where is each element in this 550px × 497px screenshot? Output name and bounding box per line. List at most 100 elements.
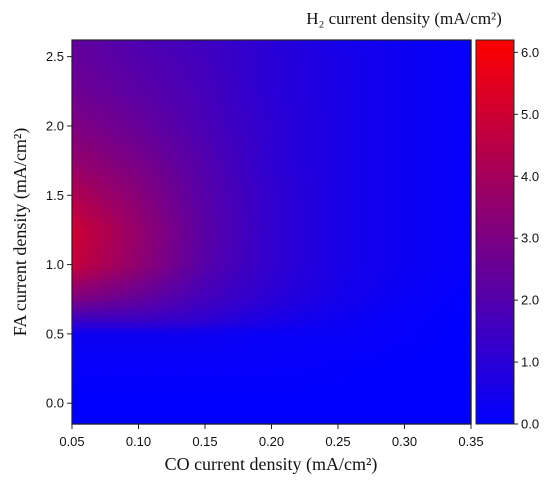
- heatmap-cell: [391, 141, 399, 148]
- heatmap-cell: [218, 360, 226, 366]
- heatmap-cell: [258, 322, 266, 329]
- heatmap-cell: [171, 338, 179, 345]
- heatmap-cell: [351, 82, 359, 89]
- heatmap-cell: [431, 189, 439, 196]
- heatmap-cell: [437, 370, 445, 377]
- heatmap-cell: [291, 269, 299, 276]
- heatmap-cell: [311, 98, 319, 105]
- heatmap-cell: [271, 333, 279, 340]
- heatmap-cell: [118, 216, 126, 222]
- heatmap-cell: [145, 349, 153, 356]
- heatmap-cell: [91, 232, 100, 238]
- heatmap-cell: [138, 274, 146, 281]
- heatmap-cell: [138, 189, 146, 196]
- heatmap-cell: [85, 258, 93, 265]
- heatmap-cell: [344, 98, 352, 105]
- heatmap-cell: [72, 274, 80, 281]
- heatmap-cell: [357, 178, 366, 185]
- heatmap-cell: [198, 301, 206, 308]
- heatmap-cell: [145, 317, 153, 324]
- heatmap-cell: [284, 194, 293, 201]
- heatmap-cell: [391, 157, 399, 164]
- heatmap-cell: [205, 344, 213, 350]
- heatmap-cell: [311, 306, 319, 313]
- heatmap-cell: [397, 120, 406, 126]
- heatmap-cell: [178, 280, 186, 286]
- heatmap-cell: [244, 114, 253, 121]
- colorbar-tick-label: 3.0: [521, 231, 539, 246]
- heatmap-cell: [244, 280, 253, 286]
- heatmap-cell: [444, 344, 452, 350]
- heatmap-cell: [424, 45, 432, 52]
- heatmap-cell: [324, 349, 332, 356]
- heatmap-cell: [331, 45, 339, 52]
- heatmap-cell: [271, 152, 279, 158]
- heatmap-cell: [211, 61, 219, 68]
- heatmap-cell: [138, 66, 146, 73]
- heatmap-cell: [198, 253, 206, 260]
- heatmap-cell: [377, 216, 386, 222]
- heatmap-cell: [431, 82, 439, 89]
- heatmap-cell: [391, 418, 399, 425]
- heatmap-cell: [198, 338, 206, 345]
- heatmap-cell: [357, 328, 366, 334]
- heatmap-cell: [165, 157, 173, 164]
- heatmap-cell: [324, 168, 332, 174]
- heatmap-cell: [291, 237, 299, 244]
- heatmap-cell: [444, 56, 452, 62]
- heatmap-cell: [417, 173, 426, 180]
- heatmap-cell: [218, 354, 226, 361]
- heatmap-cell: [417, 258, 426, 265]
- heatmap-cell: [377, 125, 386, 132]
- heatmap-cell: [178, 61, 186, 68]
- heatmap-cell: [105, 136, 113, 142]
- heatmap-cell: [331, 194, 339, 201]
- heatmap-cell: [198, 226, 206, 233]
- heatmap-cell: [311, 338, 319, 345]
- heatmap-cell: [451, 226, 459, 233]
- heatmap-cell: [397, 162, 406, 169]
- heatmap-cell: [72, 285, 80, 292]
- heatmap-cell: [158, 237, 166, 244]
- heatmap-cell: [444, 146, 452, 153]
- heatmap-cell: [417, 72, 426, 78]
- heatmap-cell: [131, 360, 140, 366]
- heatmap-cell: [391, 184, 399, 190]
- heatmap-cell: [231, 402, 239, 409]
- heatmap-cell: [318, 141, 326, 148]
- heatmap-cell: [324, 280, 332, 286]
- heatmap-cell: [238, 194, 246, 201]
- heatmap-cell: [464, 322, 472, 329]
- heatmap-cell: [437, 242, 445, 249]
- heatmap-cell: [118, 365, 126, 372]
- heatmap-cell: [364, 216, 372, 222]
- heatmap-cell: [125, 56, 133, 62]
- heatmap-cell: [205, 312, 213, 318]
- heatmap-cell: [331, 285, 339, 292]
- heatmap-cell: [371, 280, 379, 286]
- heatmap-cell: [384, 141, 392, 148]
- heatmap-cell: [211, 370, 219, 377]
- heatmap-cell: [377, 45, 386, 52]
- heatmap-cell: [105, 338, 113, 345]
- heatmap-cell: [457, 360, 465, 366]
- heatmap-cell: [218, 40, 226, 46]
- heatmap-cell: [191, 40, 199, 46]
- heatmap-cell: [417, 162, 426, 169]
- heatmap-cell: [424, 280, 432, 286]
- heatmap-cell: [364, 146, 372, 153]
- heatmap-cell: [171, 285, 179, 292]
- heatmap-cell: [185, 88, 193, 94]
- heatmap-cell: [404, 82, 412, 89]
- heatmap-cell: [118, 386, 126, 393]
- heatmap-cell: [91, 66, 100, 73]
- heatmap-cell: [185, 392, 193, 398]
- heatmap-cell: [85, 408, 93, 414]
- heatmap-cell: [437, 274, 445, 281]
- heatmap-cell: [258, 56, 266, 62]
- heatmap-cell: [158, 152, 166, 158]
- heatmap-cell: [131, 306, 140, 313]
- heatmap-cell: [98, 50, 106, 57]
- heatmap-cell: [191, 349, 199, 356]
- heatmap-cell: [224, 280, 233, 286]
